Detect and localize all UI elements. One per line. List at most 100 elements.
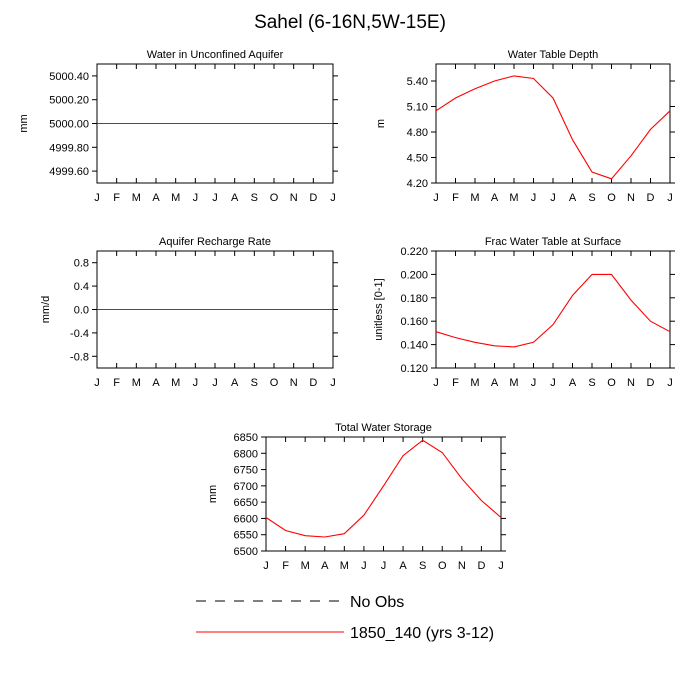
x-tick-label: J — [550, 192, 556, 204]
y-tick-label: 6700 — [234, 481, 258, 493]
x-tick-label: S — [251, 377, 258, 389]
x-tick-label: N — [627, 377, 635, 389]
x-tick-label: S — [419, 560, 426, 572]
x-tick-label: A — [231, 192, 239, 204]
x-tick-label: A — [569, 377, 577, 389]
x-tick-label: J — [94, 377, 100, 389]
x-tick-label: F — [452, 192, 459, 204]
x-tick-label: F — [113, 377, 120, 389]
y-tick-label: 4.20 — [407, 178, 428, 190]
x-tick-label: A — [399, 560, 407, 572]
y-tick-label: 6650 — [234, 497, 258, 509]
x-tick-label: J — [433, 192, 439, 204]
x-tick-label: J — [330, 192, 336, 204]
y-tick-label: 6600 — [234, 513, 258, 525]
x-tick-label: F — [452, 377, 459, 389]
legend-label: 1850_140 (yrs 3-12) — [350, 625, 494, 642]
x-tick-label: J — [550, 377, 556, 389]
series-line — [265, 439, 502, 538]
panel-title: Water Table Depth — [508, 49, 599, 61]
x-tick-label: F — [113, 192, 120, 204]
panel-title: Water in Unconfined Aquifer — [147, 49, 284, 61]
x-tick-label: J — [381, 560, 387, 572]
x-tick-label: M — [509, 192, 518, 204]
y-tick-label: 4999.60 — [49, 166, 89, 178]
plot-frame — [265, 436, 502, 552]
x-tick-label: F — [282, 560, 289, 572]
x-tick-label: S — [588, 192, 595, 204]
y-tick-label: 0.120 — [400, 363, 428, 375]
x-tick-label: D — [647, 192, 655, 204]
x-tick-label: J — [193, 377, 199, 389]
x-tick-label: J — [263, 560, 269, 572]
x-tick-label: M — [132, 377, 141, 389]
plot-frame — [435, 63, 671, 184]
y-tick-label: 0.180 — [400, 293, 428, 305]
y-tick-label: 6850 — [234, 432, 258, 444]
x-tick-label: M — [301, 560, 310, 572]
panel-title: Frac Water Table at Surface — [485, 236, 621, 248]
y-tick-label: 0.220 — [400, 246, 428, 258]
x-tick-label: D — [309, 192, 317, 204]
panel-title: Total Water Storage — [335, 422, 432, 434]
y-tick-label: -0.8 — [70, 351, 89, 363]
x-tick-label: M — [171, 192, 180, 204]
y-axis-label: mm — [18, 114, 30, 132]
x-tick-label: N — [627, 192, 635, 204]
legend: No Obs 1850_140 (yrs 3-12) — [196, 594, 494, 642]
y-tick-label: 0.8 — [74, 258, 89, 270]
x-tick-label: S — [251, 192, 258, 204]
plot-frame — [435, 250, 671, 369]
x-tick-label: M — [509, 377, 518, 389]
x-tick-label: D — [647, 377, 655, 389]
panel-title: Aquifer Recharge Rate — [159, 236, 271, 248]
x-tick-label: D — [477, 560, 485, 572]
x-tick-label: O — [607, 192, 616, 204]
x-tick-label: O — [270, 377, 279, 389]
x-tick-label: N — [458, 560, 466, 572]
x-tick-label: M — [340, 560, 349, 572]
x-tick-label: O — [438, 560, 447, 572]
y-tick-label: 4.50 — [407, 153, 428, 165]
y-tick-label: 0.160 — [400, 316, 428, 328]
y-tick-label: 6800 — [234, 448, 258, 460]
y-tick-label: 0.4 — [74, 281, 89, 293]
y-tick-label: 6500 — [234, 546, 258, 558]
x-tick-label: J — [667, 377, 673, 389]
x-tick-label: J — [212, 377, 218, 389]
x-tick-label: M — [171, 377, 180, 389]
x-tick-label: O — [607, 377, 616, 389]
x-tick-label: J — [531, 377, 537, 389]
x-tick-label: M — [470, 377, 479, 389]
x-tick-label: A — [491, 192, 499, 204]
x-tick-label: D — [309, 377, 317, 389]
x-tick-label: J — [433, 377, 439, 389]
x-tick-label: J — [531, 192, 537, 204]
x-tick-label: J — [193, 192, 199, 204]
x-tick-label: J — [94, 192, 100, 204]
y-axis-label: unitless [0-1] — [373, 278, 385, 340]
y-tick-label: 6750 — [234, 465, 258, 477]
series-line — [435, 273, 671, 348]
y-tick-label: 5.10 — [407, 102, 428, 114]
x-tick-label: J — [330, 377, 336, 389]
y-tick-label: 0.140 — [400, 340, 428, 352]
x-tick-label: A — [152, 377, 160, 389]
x-tick-label: A — [152, 192, 160, 204]
x-tick-label: A — [321, 560, 329, 572]
x-tick-label: N — [290, 377, 298, 389]
figure-title: Sahel (6-16N,5W-15E) — [254, 12, 446, 33]
y-tick-label: 4.80 — [407, 127, 428, 139]
y-tick-label: 6550 — [234, 530, 258, 542]
x-tick-label: S — [588, 377, 595, 389]
x-tick-label: M — [132, 192, 141, 204]
series-line — [435, 75, 671, 180]
y-axis-label: mm — [207, 485, 219, 503]
y-tick-label: 5.40 — [407, 76, 428, 88]
y-axis-label: m — [375, 119, 387, 128]
